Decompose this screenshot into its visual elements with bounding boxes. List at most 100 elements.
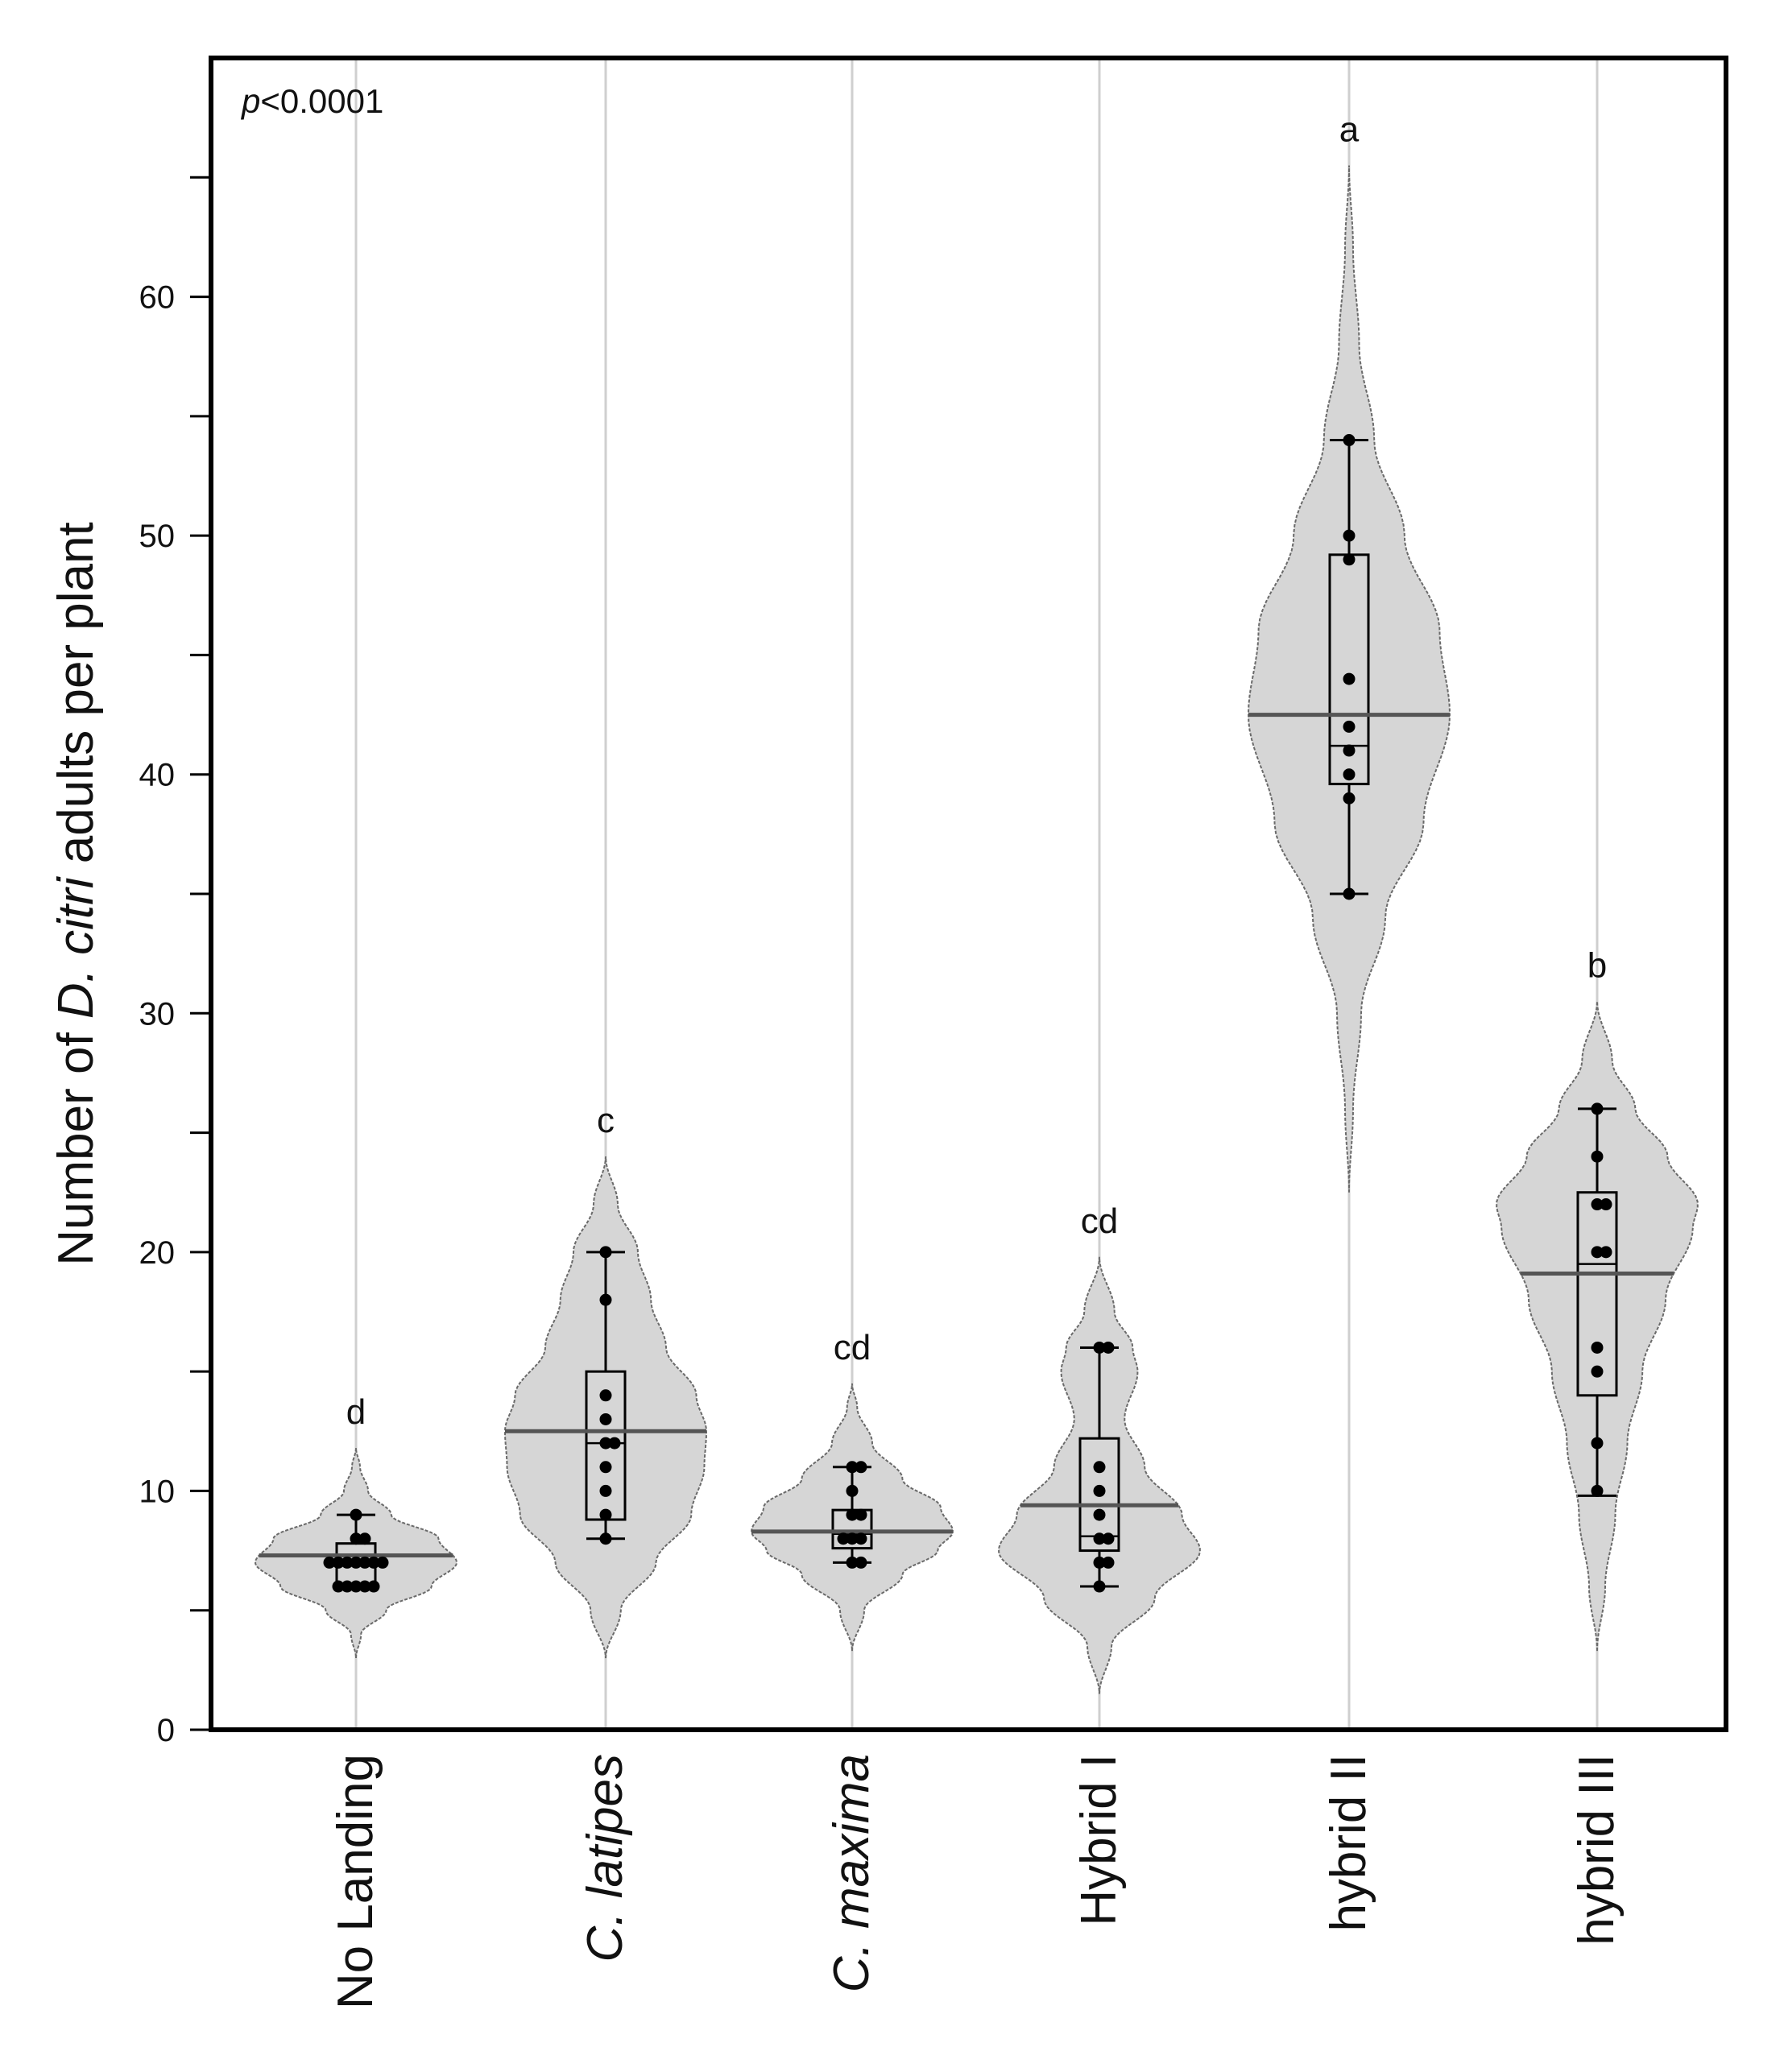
data-point — [1343, 768, 1356, 781]
data-point — [1093, 1556, 1106, 1569]
data-point — [855, 1556, 867, 1569]
data-point — [350, 1508, 362, 1521]
data-point — [358, 1580, 371, 1593]
data-point — [367, 1580, 380, 1593]
data-point — [599, 1508, 612, 1521]
data-point — [350, 1580, 362, 1593]
data-point — [599, 1484, 612, 1497]
data-point — [846, 1484, 859, 1497]
y-tick-label: 20 — [139, 1235, 176, 1271]
data-point — [1343, 744, 1356, 757]
data-point — [1093, 1532, 1106, 1545]
data-point — [1591, 1484, 1604, 1497]
data-point — [846, 1532, 859, 1545]
data-point — [608, 1437, 621, 1450]
y-axis-title: Number of D. citri adults per plant — [48, 522, 104, 1266]
data-point — [1343, 672, 1356, 685]
x-tick-label: C. maxima — [824, 1754, 880, 1992]
y-tick-label: 30 — [139, 996, 176, 1032]
data-point — [1093, 1484, 1106, 1497]
data-point — [332, 1556, 345, 1569]
y-tick-label: 40 — [139, 758, 176, 793]
data-point — [1343, 792, 1356, 804]
data-point — [1093, 1580, 1106, 1593]
data-point — [350, 1556, 362, 1569]
violin-shape — [1496, 1001, 1699, 1652]
data-point — [846, 1556, 859, 1569]
data-point — [1600, 1198, 1612, 1211]
data-point — [599, 1293, 612, 1306]
y-tick-label: 10 — [139, 1474, 176, 1509]
significance-letter: d — [346, 1392, 366, 1432]
data-point — [1093, 1461, 1106, 1474]
data-point — [599, 1461, 612, 1474]
data-point — [855, 1461, 867, 1474]
data-point — [323, 1556, 336, 1569]
data-point — [1343, 720, 1356, 733]
x-tick-label: hybrid II — [1321, 1754, 1376, 1932]
data-point — [1591, 1365, 1604, 1378]
data-point — [1591, 1341, 1604, 1354]
data-point — [350, 1532, 362, 1545]
y-tick-label: 50 — [139, 519, 176, 554]
data-point — [846, 1508, 859, 1521]
data-point — [1591, 1150, 1604, 1163]
iqr-box — [1576, 1191, 1618, 1397]
data-point — [855, 1532, 867, 1545]
data-point — [1102, 1341, 1115, 1354]
y-tick-label: 0 — [157, 1713, 175, 1748]
data-point — [1343, 553, 1356, 566]
data-point — [1343, 434, 1356, 447]
group-0: d — [255, 1392, 457, 1659]
data-point — [1093, 1341, 1106, 1354]
data-point — [599, 1532, 612, 1545]
x-tick-label: No Landing — [328, 1754, 383, 2009]
significance-letter: cd — [834, 1328, 871, 1367]
significance-letter: b — [1587, 945, 1607, 985]
data-point — [599, 1389, 612, 1402]
data-point — [332, 1580, 345, 1593]
data-point — [599, 1412, 612, 1425]
x-axis: No Landing C. latipes C. maxima Hybrid I hyb… — [328, 1754, 1625, 2009]
group-5: b — [1496, 945, 1699, 1652]
y-axis: 0 10 20 30 40 50 60 — [139, 176, 211, 1748]
data-point — [1102, 1532, 1115, 1545]
data-point — [599, 1437, 612, 1450]
data-point — [376, 1556, 389, 1569]
data-point — [1093, 1508, 1106, 1521]
data-point — [1591, 1102, 1604, 1115]
data-point — [1343, 887, 1356, 900]
significance-letter: cd — [1081, 1201, 1118, 1241]
group-2: cd — [751, 1328, 954, 1652]
x-tick-label: C. latipes — [577, 1754, 633, 1962]
data-point — [1600, 1246, 1612, 1259]
iqr-box — [1078, 1437, 1120, 1553]
violin-shape — [998, 1256, 1201, 1694]
x-tick-label: Hybrid I — [1071, 1754, 1127, 1926]
data-point — [1343, 529, 1356, 542]
data-point — [1102, 1556, 1115, 1569]
group-3: cd — [998, 1201, 1201, 1694]
data-point — [1591, 1246, 1604, 1259]
significance-letter: c — [597, 1101, 615, 1140]
x-tick-label: hybrid III — [1569, 1754, 1625, 1946]
data-point — [599, 1246, 612, 1259]
data-point — [1591, 1437, 1604, 1450]
p-value-annotation: p<0.0001 — [240, 82, 383, 120]
violin-shape — [255, 1447, 457, 1659]
plot-frame — [209, 56, 1728, 1732]
data-point — [1591, 1198, 1604, 1211]
data-point — [367, 1556, 380, 1569]
data-point — [846, 1461, 859, 1474]
data-point — [341, 1580, 354, 1593]
data-point — [855, 1508, 867, 1521]
data-point — [358, 1532, 371, 1545]
group-4: a — [1247, 110, 1451, 1193]
violin-shape — [503, 1156, 708, 1659]
group-1: c — [503, 1101, 708, 1659]
data-point — [358, 1556, 371, 1569]
data-point — [837, 1532, 850, 1545]
significance-letter: a — [1339, 110, 1360, 149]
